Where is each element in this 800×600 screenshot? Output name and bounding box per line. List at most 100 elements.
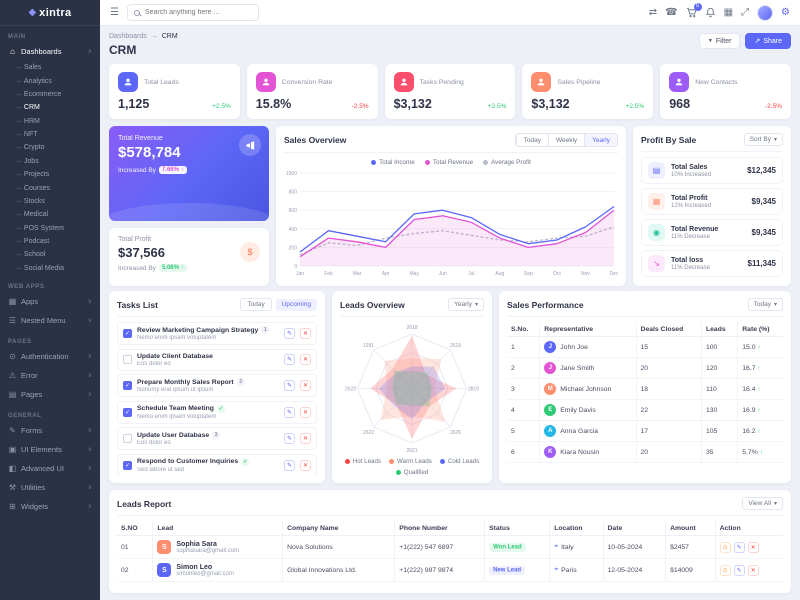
breadcrumb-dashboards[interactable]: Dashboards <box>109 33 147 40</box>
stat-label: Sales Pipeline <box>557 78 601 86</box>
period-tab[interactable]: Yearly <box>584 134 617 146</box>
chevron-icon: ∨ <box>87 447 92 453</box>
sidebar-item[interactable]: ◧ Advanced UI ∨ <box>0 459 100 478</box>
sort-by-dropdown[interactable]: Sort By ▾ <box>743 133 783 146</box>
stat-label: Conversion Rate <box>281 78 333 86</box>
share-button[interactable]: ↗ Share <box>745 33 791 49</box>
dash-icon: – <box>17 144 21 152</box>
task-title: Schedule Team Meeting <box>137 405 214 412</box>
search-box[interactable] <box>126 4 259 21</box>
task-checkbox[interactable] <box>123 381 132 390</box>
sidebar-subitem-label: Projects <box>23 171 50 179</box>
sidebar-subitem[interactable]: – HRM <box>0 115 100 128</box>
edit-task-button[interactable]: ✎ <box>284 459 295 471</box>
sidebar-item[interactable]: ⊙ Authentication ∨ <box>0 347 100 366</box>
delete-task-button[interactable]: ✕ <box>300 354 311 365</box>
sidebar-section-title: GENERAL <box>8 413 42 419</box>
period-tab[interactable]: Weekly <box>547 134 585 146</box>
stat-trend: +2.5% <box>625 103 645 110</box>
edit-lead-button[interactable]: ✎ <box>733 564 745 576</box>
sidebar-subitem[interactable]: – Stocks <box>0 195 100 208</box>
call-button[interactable]: ☎ <box>665 7 677 18</box>
view-lead-button[interactable]: ⊙ <box>719 541 731 553</box>
lock-icon: ⊙ <box>9 352 16 361</box>
language-button[interactable]: ⇄ <box>649 7 657 18</box>
dash-icon: – <box>17 90 21 98</box>
nested-menu-icon: ☰ <box>8 316 17 325</box>
stat-value: $3,132 <box>531 97 570 111</box>
avatar: K <box>544 446 557 458</box>
sidebar-item[interactable]: ▣ UI Elements ∨ <box>0 440 100 459</box>
sidebar-subitem[interactable]: – Analytics <box>0 74 100 87</box>
sidebar-subitem[interactable]: – Crypto <box>0 141 100 154</box>
period-dropdown[interactable]: Today ▾ <box>747 298 783 311</box>
sidebar-subitem[interactable]: – Social Media <box>0 262 100 275</box>
edit-task-button[interactable]: ✎ <box>284 433 295 444</box>
task-badge: ✓ <box>216 404 225 413</box>
user-avatar[interactable] <box>757 4 774 21</box>
svg-text:2622: 2622 <box>363 430 374 436</box>
sidebar-subitem[interactable]: – Ecommerce <box>0 88 100 101</box>
view-lead-button[interactable]: ⊙ <box>719 564 731 576</box>
period-tab[interactable]: Today <box>515 134 548 146</box>
edit-task-button[interactable]: ✎ <box>284 354 295 365</box>
sidebar-item[interactable]: ▤ Pages ∨ <box>0 385 100 404</box>
sidebar-toggle-button[interactable]: ☰ <box>110 7 119 18</box>
delete-lead-button[interactable]: ✕ <box>747 541 759 553</box>
delete-lead-button[interactable]: ✕ <box>747 564 759 576</box>
megaphone-icon <box>239 134 261 156</box>
edit-task-button[interactable]: ✎ <box>284 406 295 418</box>
edit-lead-button[interactable]: ✎ <box>733 541 745 553</box>
sidebar-item[interactable]: ⚒ Utilities ∨ <box>0 478 100 497</box>
item-label: Total loss <box>671 256 704 264</box>
sidebar-item[interactable]: ▦ Apps ∨ <box>0 292 100 311</box>
period-dropdown[interactable]: Yearly ▾ <box>448 298 484 311</box>
sidebar-subitem[interactable]: – CRM <box>0 101 100 114</box>
delete-task-button[interactable]: ✕ <box>300 459 311 471</box>
edit-task-button[interactable]: ✎ <box>284 328 295 339</box>
sidebar-subitem[interactable]: – School <box>0 248 100 261</box>
delete-task-button[interactable]: ✕ <box>300 433 311 444</box>
sidebar-item[interactable]: ☰ Nested Menu ∨ <box>0 311 100 330</box>
sidebar-item[interactable]: ⚠ Error ∨ <box>0 366 100 385</box>
delete-task-button[interactable]: ✕ <box>300 406 311 418</box>
legend-dot <box>395 470 401 475</box>
upcoming-button[interactable]: Upcoming <box>275 298 317 311</box>
today-button[interactable]: Today <box>240 298 272 311</box>
task-checkbox[interactable] <box>123 407 132 417</box>
edit-icon: ✎ <box>736 567 742 574</box>
search-input[interactable] <box>144 9 252 16</box>
apps-grid-button[interactable]: ▦ <box>724 7 733 18</box>
profit-by-sale-item: ▦ Total Profit 12% Increased $9,345 <box>641 188 783 215</box>
notifications-button[interactable] <box>705 7 716 18</box>
sidebar-item[interactable]: ✎ Forms ∨ <box>0 421 100 440</box>
sidebar-subitem[interactable]: – Medical <box>0 208 100 221</box>
forms-icon: ✎ <box>9 426 16 435</box>
fullscreen-button[interactable]: ⤢ <box>741 7 749 18</box>
filter-button[interactable]: ▼ Filter <box>698 33 741 49</box>
sidebar-subitem[interactable]: – POS System <box>0 222 100 235</box>
sidebar-item[interactable]: ⌂ Dashboards ∧ <box>0 42 100 61</box>
cart-button[interactable]: 5 <box>686 3 702 18</box>
task-checkbox[interactable] <box>123 355 132 364</box>
sidebar-subitem[interactable]: – Podcast <box>0 235 100 248</box>
sidebar-subitem[interactable]: – Courses <box>0 181 100 194</box>
sidebar-item[interactable]: ⊞ Widgets ∨ <box>0 497 100 516</box>
sidebar-subitem[interactable]: – NFT <box>0 128 100 141</box>
delete-task-button[interactable]: ✕ <box>300 380 311 391</box>
arrow-up-icon: ↑ <box>757 365 761 372</box>
widgets-icon: ⊞ <box>9 502 16 511</box>
view-all-dropdown[interactable]: View All ▾ <box>742 497 783 510</box>
settings-button[interactable]: ⚙ <box>781 7 790 18</box>
sidebar-subitem-label: Stocks <box>23 197 45 205</box>
item-sub: 11% Decrease <box>671 233 710 240</box>
sidebar-subitem[interactable]: – Jobs <box>0 155 100 168</box>
brand-logo[interactable]: ◆ xintra <box>0 0 100 26</box>
task-checkbox[interactable] <box>123 460 132 470</box>
delete-task-button[interactable]: ✕ <box>300 328 311 339</box>
task-checkbox[interactable] <box>123 434 132 443</box>
edit-task-button[interactable]: ✎ <box>284 380 295 391</box>
task-checkbox[interactable] <box>123 329 132 338</box>
sidebar-subitem[interactable]: – Projects <box>0 168 100 181</box>
sidebar-subitem[interactable]: – Sales <box>0 61 100 74</box>
